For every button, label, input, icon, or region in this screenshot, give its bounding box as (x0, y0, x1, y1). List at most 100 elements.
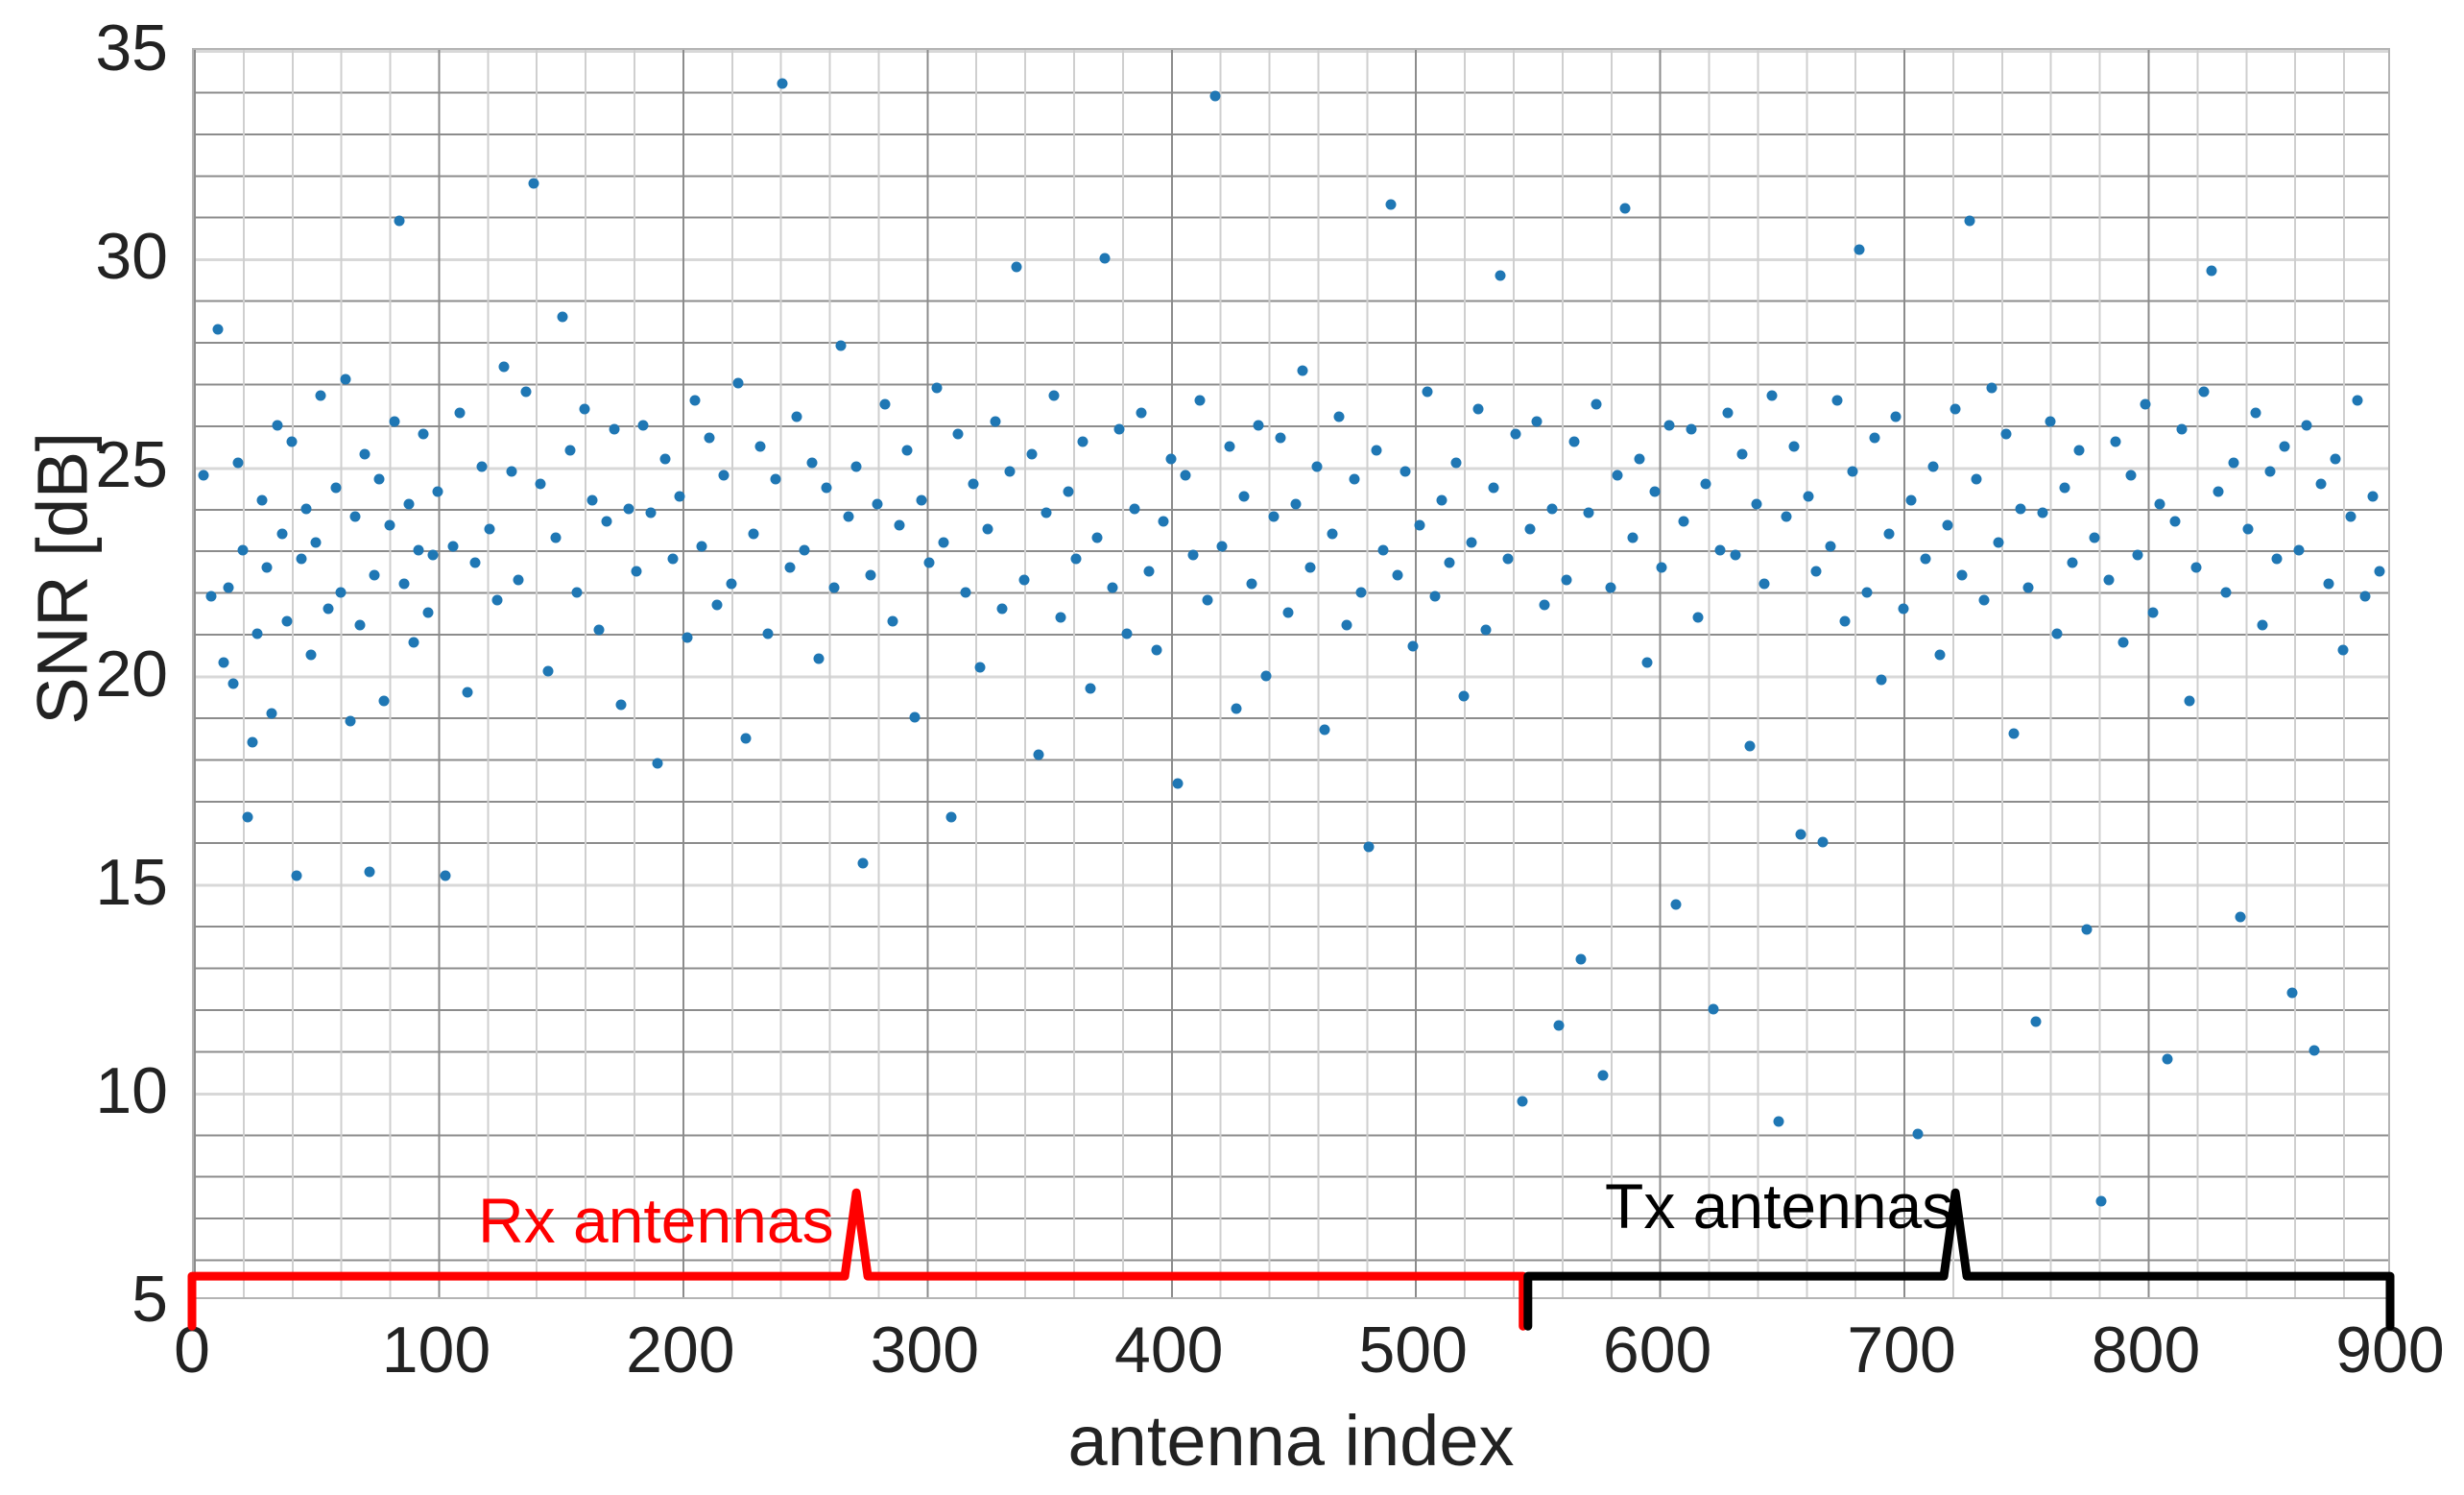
data-point (1831, 395, 1843, 406)
data-point (696, 541, 707, 552)
data-point (1950, 403, 1961, 415)
data-point (469, 557, 481, 568)
data-point (1575, 953, 1587, 965)
data-point (345, 715, 356, 727)
data-point (528, 178, 539, 189)
data-point (1172, 778, 1184, 789)
data-point (281, 615, 293, 627)
data-point (1869, 432, 1880, 444)
data-point (1282, 607, 1294, 618)
data-point (652, 758, 663, 769)
data-point (2081, 924, 2093, 935)
data-point (300, 503, 312, 515)
data-point (2206, 265, 2217, 277)
y-tick-label: 30 (95, 220, 168, 294)
data-point (1942, 519, 1953, 531)
data-point (1722, 407, 1734, 419)
data-point (2374, 566, 2385, 577)
data-point (1121, 628, 1133, 639)
data-point (645, 507, 657, 518)
x-tick-label: 500 (1358, 1314, 1468, 1386)
data-point (550, 532, 562, 543)
data-point (1026, 448, 1038, 460)
data-point (740, 733, 752, 744)
data-point (1920, 553, 1931, 565)
data-point (291, 870, 302, 881)
data-point (1686, 423, 1697, 435)
data-point (1319, 724, 1330, 735)
data-point (1890, 411, 1902, 422)
data-point (432, 486, 443, 497)
data-point (1591, 398, 1601, 410)
data-point (1136, 407, 1147, 419)
data-point (1912, 1128, 1924, 1140)
data-point (1839, 615, 1851, 627)
y-tick-label: 20 (95, 637, 168, 711)
data-point (1458, 690, 1470, 702)
data-point (1758, 578, 1770, 590)
data-point (835, 340, 847, 351)
plot-area (192, 48, 2390, 1299)
data-point (2286, 987, 2298, 999)
data-point (2213, 486, 2224, 497)
data-point (916, 494, 927, 506)
data-point (1861, 587, 1873, 598)
data-point (1414, 519, 1425, 531)
data-point (1422, 386, 1433, 398)
data-point (996, 603, 1008, 615)
data-point (1246, 578, 1257, 590)
y-axis-title: SNR [dB] (22, 432, 103, 725)
data-point (1825, 541, 1836, 552)
data-point (1480, 624, 1492, 636)
data-point (205, 591, 217, 602)
data-point (667, 553, 679, 565)
data-point (974, 662, 986, 673)
data-point (2089, 532, 2100, 543)
data-point (1297, 365, 1308, 376)
data-point (1656, 562, 1667, 573)
data-point (1978, 594, 1990, 606)
data-point (689, 395, 701, 406)
data-point (2301, 420, 2312, 431)
data-point (1275, 432, 1286, 444)
data-point (1502, 553, 1514, 565)
data-point (340, 374, 351, 385)
x-tick-label: 600 (1602, 1314, 1712, 1386)
data-point (2315, 478, 2327, 490)
data-point (1781, 511, 1792, 522)
data-point (762, 628, 774, 639)
data-point (1898, 603, 1909, 615)
data-point (579, 403, 590, 415)
data-point (777, 78, 788, 89)
data-point (931, 382, 942, 394)
data-point (1810, 566, 1821, 577)
data-point (1524, 523, 1536, 535)
data-point (454, 407, 466, 419)
data-point (272, 420, 282, 431)
data-point (1349, 473, 1360, 485)
data-point (2190, 562, 2202, 573)
data-point (484, 523, 495, 535)
data-point (2095, 1195, 2107, 1207)
y-tick-label: 10 (95, 1053, 168, 1127)
data-point (315, 390, 326, 401)
y-tick-label: 15 (95, 845, 168, 919)
data-point (1129, 503, 1140, 515)
data-point (1854, 244, 1865, 255)
data-point (1466, 537, 1477, 547)
data-point (1341, 619, 1352, 631)
data-point (704, 432, 715, 444)
data-point (1327, 528, 1338, 540)
data-point (1803, 491, 1814, 502)
data-point (557, 311, 568, 323)
data-point (1605, 582, 1616, 593)
data-point (2147, 607, 2159, 618)
data-point (2045, 416, 2056, 427)
data-point (901, 445, 913, 456)
data-point (2367, 491, 2379, 502)
data-point (354, 619, 366, 631)
data-point (2051, 628, 2063, 639)
data-point (520, 386, 532, 398)
data-point (1113, 423, 1125, 435)
data-point (564, 445, 576, 456)
